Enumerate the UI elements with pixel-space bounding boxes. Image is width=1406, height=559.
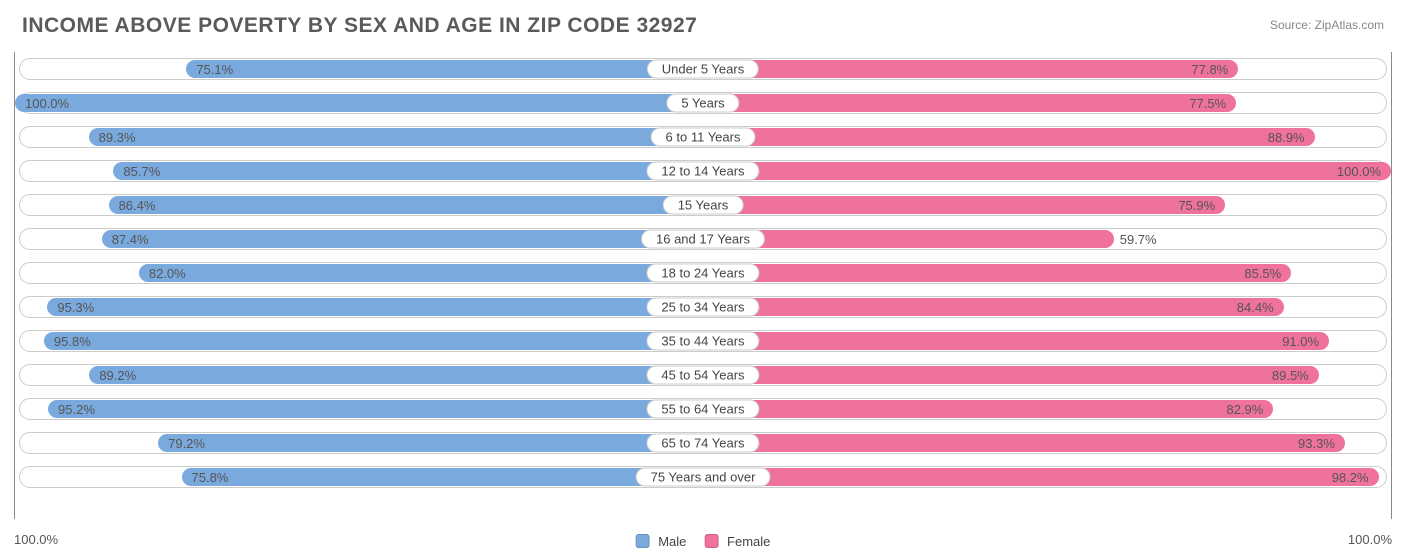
female-bar: 84.4%: [703, 298, 1284, 316]
category-label: 18 to 24 Years: [646, 264, 759, 283]
male-bar: 100.0%: [15, 94, 703, 112]
female-bar: 88.9%: [703, 128, 1315, 146]
male-bar: 75.1%: [186, 60, 703, 78]
female-bar: 100.0%: [703, 162, 1391, 180]
chart-row: 95.3% 84.4% 25 to 34 Years: [15, 290, 1391, 324]
female-bar: 82.9%: [703, 400, 1273, 418]
chart-row: 75.1% 77.8% Under 5 Years: [15, 52, 1391, 86]
category-label: 15 Years: [663, 196, 744, 215]
male-value: 95.8%: [54, 334, 91, 349]
female-bar: 75.9%: [703, 196, 1225, 214]
male-value: 79.2%: [168, 436, 205, 451]
male-bar: 87.4%: [102, 230, 703, 248]
female-value: 84.4%: [1237, 300, 1274, 315]
female-value: 98.2%: [1332, 470, 1369, 485]
female-value: 91.0%: [1282, 334, 1319, 349]
female-value: 89.5%: [1272, 368, 1309, 383]
legend-male-label: Male: [658, 534, 686, 549]
male-value: 89.2%: [99, 368, 136, 383]
male-value: 86.4%: [119, 198, 156, 213]
female-value: 100.0%: [1337, 164, 1381, 179]
legend-female-label: Female: [727, 534, 770, 549]
male-bar: 95.8%: [44, 332, 703, 350]
chart-row: 100.0% 77.5% 5 Years: [15, 86, 1391, 120]
male-swatch-icon: [636, 534, 650, 548]
chart-row: 89.2% 89.5% 45 to 54 Years: [15, 358, 1391, 392]
female-bar: 77.8%: [703, 60, 1238, 78]
category-label: 45 to 54 Years: [646, 366, 759, 385]
chart-row: 87.4% 59.7% 16 and 17 Years: [15, 222, 1391, 256]
female-value: 93.3%: [1298, 436, 1335, 451]
category-label: Under 5 Years: [647, 60, 759, 79]
male-bar: 75.8%: [182, 468, 704, 486]
x-axis-left-label: 100.0%: [14, 532, 58, 547]
chart-row: 79.2% 93.3% 65 to 74 Years: [15, 426, 1391, 460]
female-bar: 93.3%: [703, 434, 1345, 452]
chart-row: 95.2% 82.9% 55 to 64 Years: [15, 392, 1391, 426]
male-bar: 82.0%: [139, 264, 703, 282]
female-value: 75.9%: [1178, 198, 1215, 213]
chart-title: INCOME ABOVE POVERTY BY SEX AND AGE IN Z…: [0, 0, 1406, 38]
category-label: 65 to 74 Years: [646, 434, 759, 453]
female-value: 77.5%: [1189, 96, 1226, 111]
male-bar: 79.2%: [158, 434, 703, 452]
male-bar: 89.2%: [89, 366, 703, 384]
male-value: 82.0%: [149, 266, 186, 281]
chart-row: 89.3% 88.9% 6 to 11 Years: [15, 120, 1391, 154]
male-value: 95.2%: [58, 402, 95, 417]
category-label: 6 to 11 Years: [651, 128, 756, 147]
male-value: 75.1%: [196, 62, 233, 77]
female-value: 59.7%: [1120, 232, 1157, 247]
male-bar: 95.2%: [48, 400, 703, 418]
male-value: 75.8%: [192, 470, 229, 485]
category-label: 35 to 44 Years: [646, 332, 759, 351]
chart-row: 85.7% 100.0% 12 to 14 Years: [15, 154, 1391, 188]
male-bar: 85.7%: [113, 162, 703, 180]
male-bar: 89.3%: [89, 128, 703, 146]
category-label: 75 Years and over: [636, 468, 771, 487]
category-label: 55 to 64 Years: [646, 400, 759, 419]
category-label: 12 to 14 Years: [646, 162, 759, 181]
chart-row: 82.0% 85.5% 18 to 24 Years: [15, 256, 1391, 290]
legend-male: Male: [636, 534, 687, 549]
x-axis-right-label: 100.0%: [1348, 532, 1392, 547]
male-value: 89.3%: [99, 130, 136, 145]
chart-row: 75.8% 98.2% 75 Years and over: [15, 460, 1391, 494]
female-bar: 98.2%: [703, 468, 1379, 486]
category-label: 25 to 34 Years: [646, 298, 759, 317]
female-swatch-icon: [704, 534, 718, 548]
chart-row: 86.4% 75.9% 15 Years: [15, 188, 1391, 222]
male-value: 95.3%: [57, 300, 94, 315]
legend: Male Female: [636, 534, 771, 549]
male-value: 87.4%: [112, 232, 149, 247]
female-value: 77.8%: [1191, 62, 1228, 77]
female-bar: 77.5%: [703, 94, 1236, 112]
female-value: 82.9%: [1226, 402, 1263, 417]
female-value: 88.9%: [1268, 130, 1305, 145]
category-label: 5 Years: [666, 94, 739, 113]
female-bar: 85.5%: [703, 264, 1291, 282]
female-bar: 91.0%: [703, 332, 1329, 350]
chart-row: 95.8% 91.0% 35 to 44 Years: [15, 324, 1391, 358]
male-value: 100.0%: [25, 96, 69, 111]
source-attribution: Source: ZipAtlas.com: [1270, 18, 1384, 32]
diverging-bar-chart: 75.1% 77.8% Under 5 Years 100.0% 77.5% 5 Year…: [14, 52, 1392, 519]
male-value: 85.7%: [123, 164, 160, 179]
male-bar: 95.3%: [47, 298, 703, 316]
category-label: 16 and 17 Years: [641, 230, 765, 249]
female-value: 85.5%: [1244, 266, 1281, 281]
legend-female: Female: [704, 534, 770, 549]
male-bar: 86.4%: [109, 196, 703, 214]
female-bar: 89.5%: [703, 366, 1319, 384]
